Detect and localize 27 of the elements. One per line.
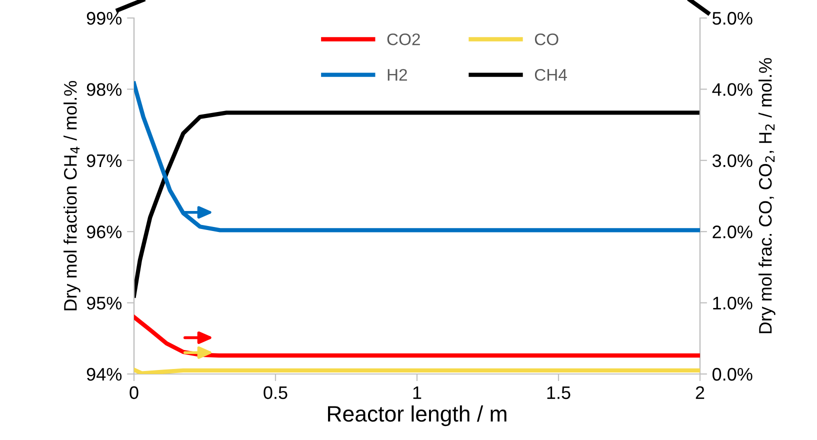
x-tick-label: 0 <box>130 386 138 400</box>
y2-tick-label: 2.0% <box>712 226 752 238</box>
y2-tick-label: 3.0% <box>712 154 752 168</box>
y-tick-label: 95% <box>86 296 122 310</box>
y-axis-title: Dry mol fraction CH$_{4}$ / mol.% <box>64 80 80 310</box>
y2-axis-title: Dry mol frac. CO, CO$_{2}$, H$_{2}$ / mol.% <box>758 58 776 334</box>
line-series <box>134 110 700 298</box>
y-tick-label: 94% <box>86 368 122 381</box>
line-series <box>134 314 700 358</box>
x-tick-label: 0.5 <box>264 386 288 400</box>
y2-tick-label: 1.0% <box>713 296 752 310</box>
y-tick-label: 99% <box>86 12 122 25</box>
y2-tick-label: 4.0% <box>712 83 752 96</box>
x-tick-label: 2 <box>696 386 704 399</box>
legend-label: CH4 <box>534 68 567 81</box>
y-tick-label: 97% <box>86 154 122 168</box>
y2-tick-label: 0.0% <box>712 368 752 381</box>
line-series <box>134 81 700 232</box>
y-tick-label: 96% <box>86 226 122 238</box>
x-tick-label: 1.5 <box>547 386 570 400</box>
y2-tick-label: 5.0% <box>712 12 752 25</box>
legend-label: CO2 <box>387 33 420 46</box>
legend-label: H2 <box>388 68 407 81</box>
x-tick-label: 1 <box>413 386 422 399</box>
x-axis-title: Reactor length / m <box>328 405 506 426</box>
legend-label: CO <box>534 33 558 46</box>
y-tick-label: 98% <box>86 83 122 96</box>
